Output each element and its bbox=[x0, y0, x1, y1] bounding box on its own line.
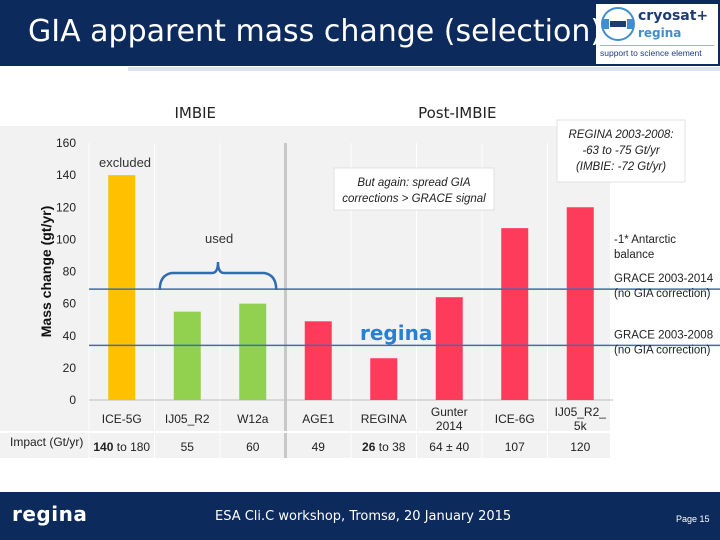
x-tick-label: REGINA bbox=[361, 412, 407, 426]
bar-w12a bbox=[239, 303, 267, 400]
header-rule bbox=[128, 67, 720, 71]
antarctic-balance-line: balance bbox=[614, 249, 654, 261]
x-tick-label: IJ05_R2_ 5k bbox=[555, 405, 607, 433]
x-tick-line: IJ05_R2_ bbox=[555, 405, 607, 419]
y-axis-label: Mass change (gt/yr) bbox=[38, 206, 54, 337]
impact-value: 49 bbox=[312, 440, 326, 454]
page-number: Page 15 bbox=[676, 514, 710, 524]
bar-regina bbox=[370, 358, 398, 400]
x-tick-line: IJ05_R2 bbox=[165, 412, 210, 426]
y-tick-label: 80 bbox=[63, 265, 77, 279]
impact-value: 64 ± 40 bbox=[429, 440, 469, 454]
y-tick-label: 140 bbox=[56, 168, 76, 182]
footer-logo: regina bbox=[12, 502, 88, 526]
x-tick-line: ICE-5G bbox=[102, 412, 142, 426]
bar-gunter-2014 bbox=[435, 297, 463, 400]
x-tick-line: Gunter bbox=[431, 405, 468, 419]
regina-callout-line: REGINA 2003-2008: bbox=[568, 129, 673, 141]
x-tick-line: REGINA bbox=[361, 412, 407, 426]
used-bracket bbox=[158, 261, 278, 291]
bar-ice-5g bbox=[108, 175, 136, 400]
spread-callout-text: But again: spread GIA corrections > GRACE… bbox=[342, 177, 486, 205]
cryosat-logo: cryosat+ regina support to science eleme… bbox=[596, 4, 718, 64]
bar-ice-6g bbox=[501, 228, 529, 400]
section-header: IMBIE bbox=[174, 104, 216, 122]
impact-value: 140 to 180 bbox=[93, 440, 150, 454]
bar-ij05-r2 bbox=[173, 311, 201, 400]
section-header: Post-IMBIE bbox=[418, 104, 496, 122]
impact-value: 26 to 38 bbox=[362, 440, 406, 454]
spread-callout-line: corrections > GRACE signal bbox=[342, 193, 486, 205]
regina-callout-line: (IMBIE: -72 Gt/yr) bbox=[576, 161, 666, 173]
y-tick-label: 60 bbox=[63, 297, 77, 311]
y-tick-label: 160 bbox=[56, 136, 76, 150]
slide-title: GIA apparent mass change (selection) bbox=[28, 14, 603, 49]
grace-reference-label: GRACE 2003-2008 (no GIA correction) bbox=[614, 329, 713, 356]
y-tick-label: 100 bbox=[56, 232, 76, 246]
regina-callout-line: -63 to -75 Gt/yr bbox=[582, 145, 661, 157]
grace-label-line: GRACE 2003-2014 bbox=[614, 273, 714, 285]
x-tick-line: ICE-6G bbox=[495, 412, 535, 426]
impact-rest-part: to 180 bbox=[113, 440, 150, 454]
bar-age1 bbox=[304, 321, 332, 400]
used-label: used bbox=[205, 231, 233, 246]
x-tick-line: 2014 bbox=[436, 419, 463, 433]
mass-change-chart: GRACE 2003-2014 (no GIA correction)GRACE … bbox=[0, 104, 720, 458]
spread-callout-box bbox=[333, 167, 495, 211]
y-tick-label: 40 bbox=[63, 329, 77, 343]
impact-value: 107 bbox=[505, 440, 525, 454]
logo-divider bbox=[600, 45, 714, 46]
grace-label-line: (no GIA correction) bbox=[614, 288, 711, 300]
spread-callout-line: But again: spread GIA bbox=[357, 177, 470, 189]
y-tick-label: 120 bbox=[56, 200, 76, 214]
slide-header: GIA apparent mass change (selection) cry… bbox=[0, 0, 720, 66]
impact-bold-part: 26 bbox=[362, 440, 376, 454]
slide-footer: regina ESA Cli.C workshop, Tromsø, 20 Ja… bbox=[0, 492, 720, 540]
footer-text: ESA Cli.C workshop, Tromsø, 20 January 2… bbox=[215, 509, 512, 524]
logo-tagline: support to science element bbox=[600, 48, 702, 58]
x-tick-line: 5k bbox=[574, 419, 588, 433]
x-tick-label: AGE1 bbox=[302, 412, 334, 426]
bar-ij05-r2-5k bbox=[566, 207, 594, 400]
antarctic-balance-line: -1* Antarctic bbox=[614, 234, 676, 246]
impact-value: 60 bbox=[246, 440, 260, 454]
logo-name: cryosat+ bbox=[638, 8, 709, 24]
y-tick-label: 0 bbox=[69, 393, 76, 407]
grace-label-line: GRACE 2003-2008 bbox=[614, 329, 713, 341]
x-tick-label: ICE-6G bbox=[495, 412, 535, 426]
x-tick-label: IJ05_R2 bbox=[165, 412, 210, 426]
regina-watermark: regina bbox=[360, 321, 432, 345]
x-tick-label: Gunter 2014 bbox=[431, 405, 468, 433]
grace-reference-label: GRACE 2003-2014 (no GIA correction) bbox=[614, 273, 714, 300]
x-tick-label: W12a bbox=[237, 412, 269, 426]
satellite-icon bbox=[601, 7, 635, 41]
impact-bold-part: 140 bbox=[93, 440, 113, 454]
impact-row-label: Impact (Gt/yr) bbox=[10, 435, 83, 449]
x-tick-line: AGE1 bbox=[302, 412, 334, 426]
excluded-label: excluded bbox=[99, 155, 151, 170]
grace-label-line: (no GIA correction) bbox=[614, 344, 711, 356]
regina-callout-text: REGINA 2003-2008: -63 to -75 Gt/yr (IMBIE:… bbox=[568, 129, 673, 173]
impact-value: 55 bbox=[181, 440, 195, 454]
antarctic-balance-label: -1* Antarctic balance bbox=[614, 234, 676, 261]
impact-rest-part: to 38 bbox=[375, 440, 405, 454]
y-tick-label: 20 bbox=[63, 361, 77, 375]
x-tick-line: W12a bbox=[237, 412, 269, 426]
regina-callout-box bbox=[556, 119, 686, 183]
logo-subtitle: regina bbox=[638, 26, 682, 40]
x-tick-label: ICE-5G bbox=[102, 412, 142, 426]
impact-value: 120 bbox=[570, 440, 590, 454]
